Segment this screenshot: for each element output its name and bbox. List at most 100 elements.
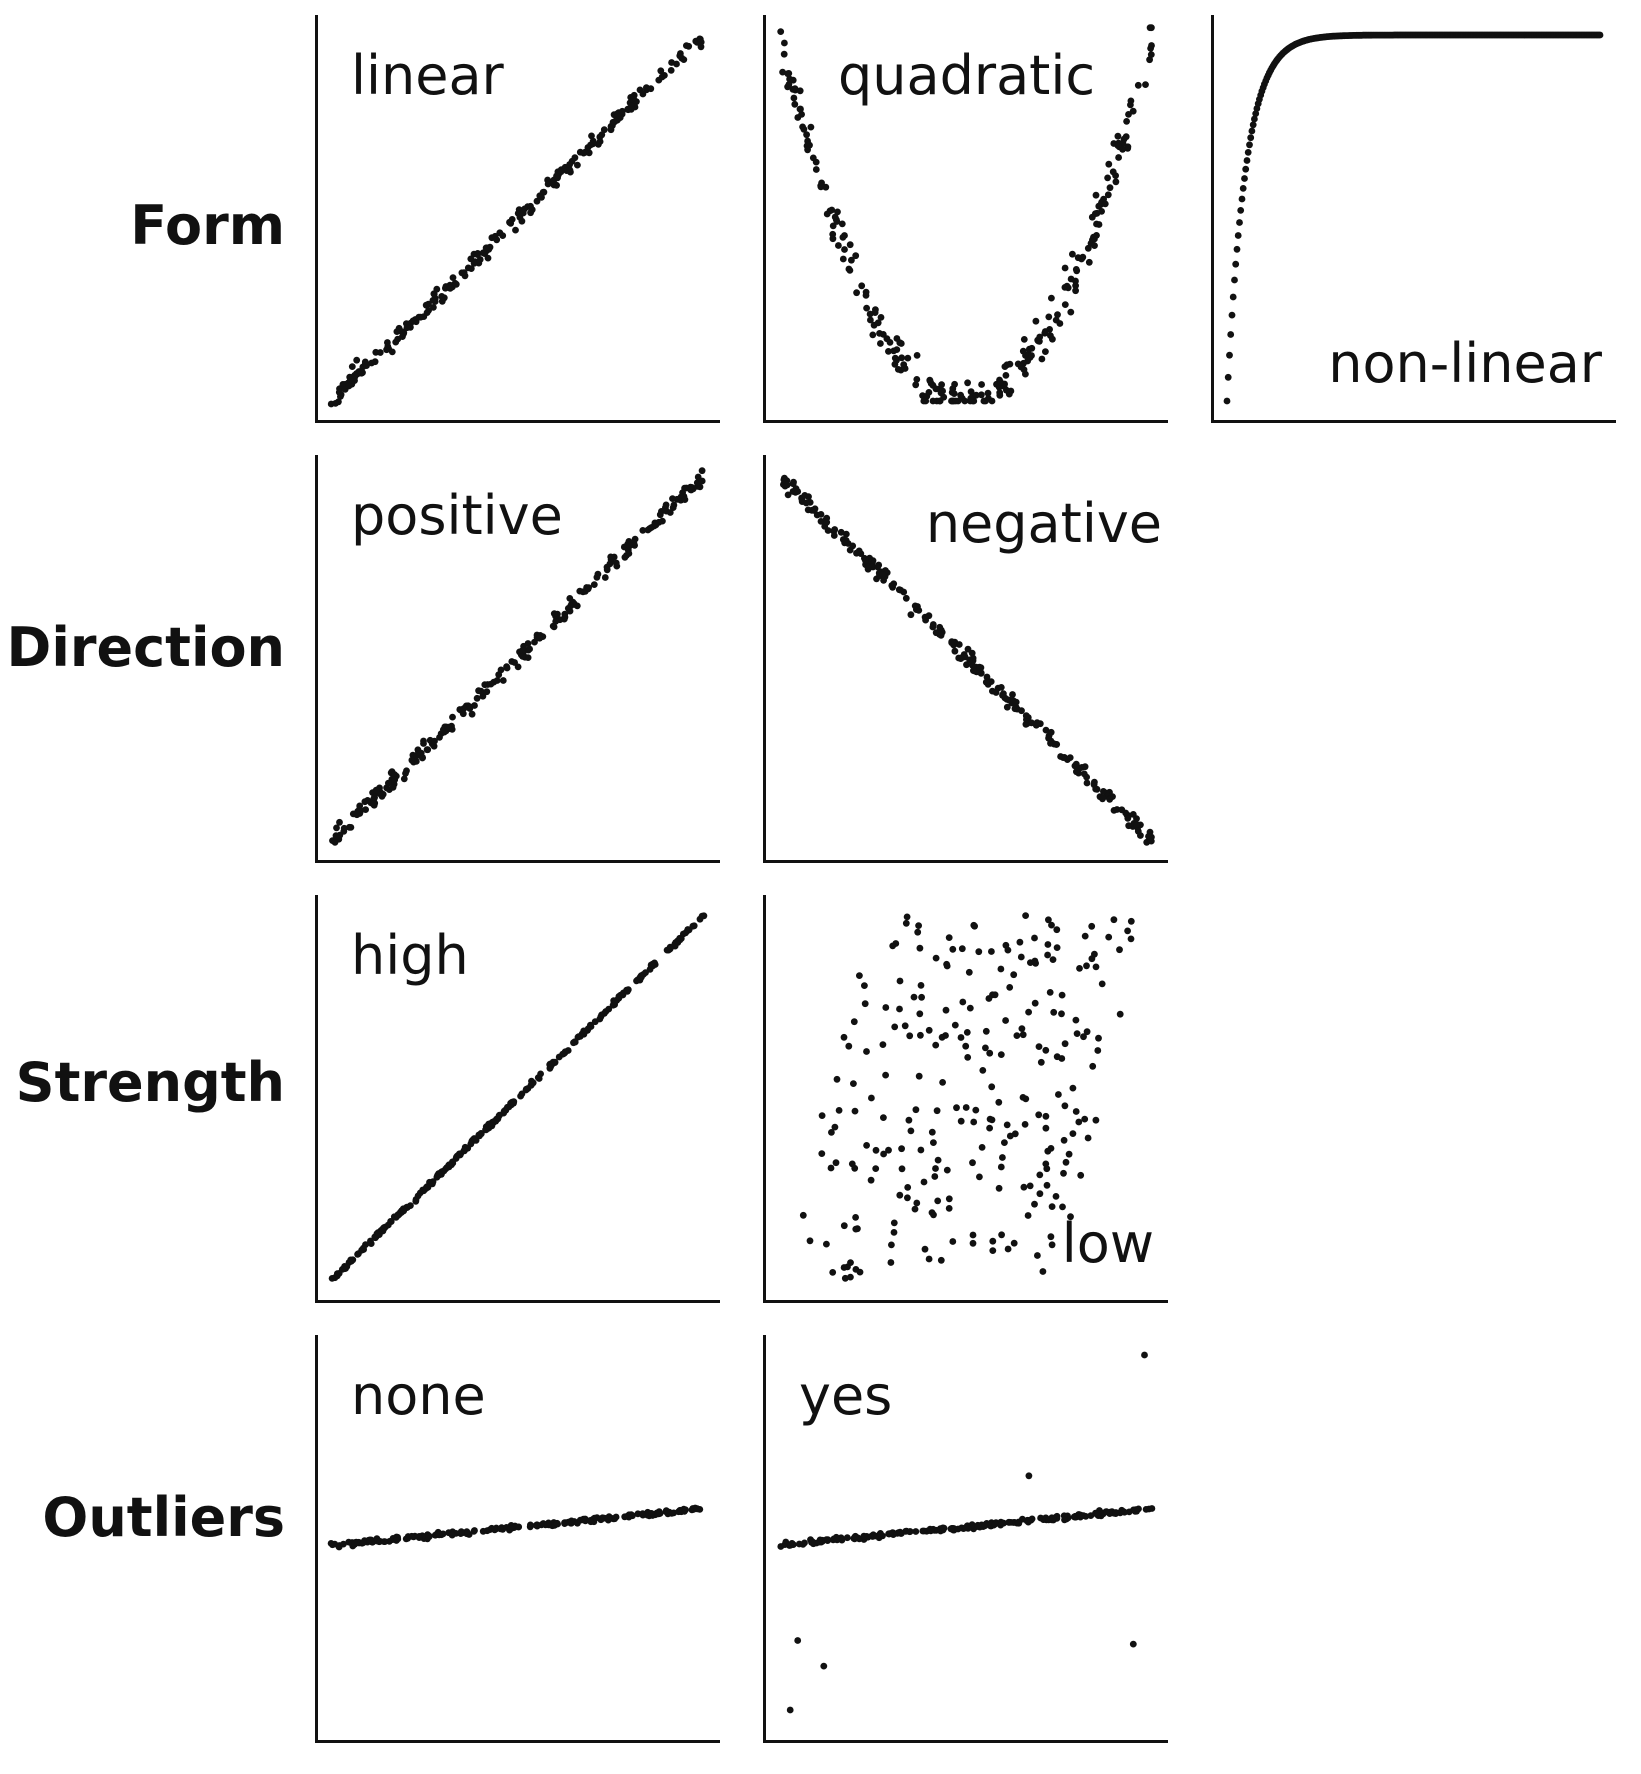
data-point	[361, 798, 369, 806]
data-point	[839, 255, 847, 263]
data-point	[1060, 1169, 1067, 1177]
data-point	[1042, 726, 1050, 734]
data-point	[971, 922, 978, 930]
data-point	[601, 574, 609, 581]
data-point	[969, 1231, 977, 1239]
data-point	[576, 1033, 584, 1040]
data-point	[781, 474, 788, 482]
data-point	[869, 1531, 877, 1539]
data-point	[1036, 1190, 1044, 1198]
data-point	[348, 363, 356, 370]
data-point	[1019, 347, 1027, 355]
data-point	[840, 1033, 848, 1041]
data-point	[1055, 1091, 1062, 1098]
data-point	[1058, 991, 1066, 999]
panel-label-non-linear: non-linear	[1328, 332, 1602, 395]
data-point	[1061, 1516, 1068, 1524]
data-point	[1118, 806, 1126, 814]
data-point	[474, 251, 481, 258]
data-point	[1069, 1130, 1077, 1137]
data-point	[347, 1257, 355, 1265]
data-point	[624, 986, 632, 994]
data-point	[669, 495, 676, 502]
data-point	[470, 259, 478, 267]
data-point	[851, 1164, 859, 1172]
data-point	[1048, 294, 1055, 302]
data-point	[939, 1524, 947, 1532]
data-point	[1011, 705, 1019, 713]
data-point	[567, 1517, 575, 1525]
data-point	[537, 1070, 544, 1078]
data-point	[460, 269, 468, 276]
data-point	[1058, 1010, 1065, 1018]
data-point	[497, 1525, 504, 1533]
data-point	[888, 582, 896, 589]
data-point	[335, 1270, 343, 1277]
data-point	[874, 319, 882, 327]
data-point	[890, 1219, 898, 1227]
data-point	[962, 1104, 970, 1111]
data-point	[824, 1537, 831, 1544]
data-point	[1005, 1518, 1013, 1526]
data-point	[934, 1197, 942, 1205]
data-point	[1106, 795, 1114, 803]
data-point	[929, 621, 937, 628]
data-point	[400, 775, 408, 783]
data-point	[978, 391, 985, 399]
data-point	[812, 166, 820, 173]
data-point	[484, 254, 492, 262]
data-point	[809, 154, 817, 162]
data-point	[983, 673, 991, 681]
data-point	[1033, 719, 1041, 727]
data-point	[628, 102, 635, 110]
data-point	[479, 1527, 487, 1535]
data-point	[1045, 916, 1052, 924]
data-point	[634, 976, 641, 984]
data-point	[986, 1049, 994, 1057]
data-point	[790, 478, 797, 486]
data-point	[787, 1541, 794, 1549]
data-point	[340, 1540, 347, 1548]
data-point	[951, 380, 958, 388]
data-point	[576, 587, 584, 595]
data-point	[598, 1011, 605, 1019]
data-point	[610, 118, 618, 126]
data-point	[820, 1662, 828, 1670]
data-point	[806, 1237, 814, 1245]
data-point	[831, 213, 839, 221]
data-point	[1044, 951, 1051, 959]
data-point	[997, 1521, 1004, 1529]
data-point	[1106, 184, 1114, 192]
data-point	[453, 1153, 460, 1161]
data-point	[801, 492, 809, 499]
scatter-panel-high: high	[315, 895, 720, 1303]
data-point	[958, 394, 966, 402]
data-point	[893, 335, 901, 342]
data-point	[964, 1054, 972, 1061]
data-point	[416, 1189, 424, 1197]
data-point	[1061, 264, 1069, 272]
data-point	[1042, 1124, 1050, 1132]
data-point	[838, 220, 846, 228]
data-point	[938, 1033, 946, 1041]
data-point	[604, 1515, 612, 1522]
data-point	[898, 1165, 906, 1173]
data-point	[340, 824, 348, 832]
data-point	[1226, 351, 1233, 359]
data-point	[559, 1050, 567, 1058]
data-point	[1100, 788, 1107, 795]
data-point	[866, 310, 874, 318]
data-point	[1093, 220, 1100, 228]
data-point	[1251, 115, 1258, 123]
data-point	[345, 382, 353, 390]
panel-label-negative: negative	[925, 492, 1162, 555]
data-point	[1241, 175, 1248, 182]
data-point	[1141, 1351, 1148, 1359]
data-point	[1229, 293, 1237, 301]
data-point	[888, 1241, 895, 1249]
data-point	[929, 397, 937, 405]
data-point	[429, 1180, 436, 1188]
data-point	[974, 1521, 982, 1529]
data-point	[649, 961, 657, 969]
data-point	[1022, 370, 1029, 378]
